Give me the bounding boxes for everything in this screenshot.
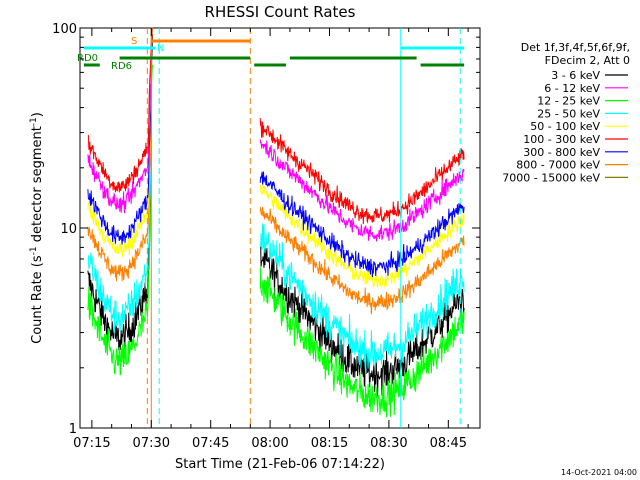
series-line-3-segment-1 — [259, 223, 465, 374]
axis-layer: 07:15 07:30 07:45 08:00 08:15 08:30 08:45 1 10 10… — [52, 22, 480, 451]
vertical-marker-layer — [146, 28, 461, 428]
y-axis-label: Count Rate (s-1 detector segment-1) — [29, 112, 45, 344]
series-line-0-segment-0 — [87, 34, 154, 356]
flag-bar-layer: S N RD0 RD6 — [77, 36, 465, 72]
legend-label-8: 7000 - 15000 keV — [502, 171, 600, 184]
legend-label-7: 800 - 7000 keV — [516, 159, 600, 172]
flag-label-s: S — [131, 36, 137, 47]
x-tick-label-5: 08:30 — [370, 436, 407, 451]
legend-label-3: 25 - 50 keV — [537, 107, 600, 120]
series-line-1-segment-1 — [259, 139, 465, 242]
legend-label-0: 3 - 6 keV — [551, 69, 600, 82]
legend-label-1: 6 - 12 keV — [544, 82, 600, 95]
x-tick-label-0: 07:15 — [73, 436, 110, 451]
series-line-2-segment-0 — [87, 64, 154, 376]
footer-timestamp: 14-Oct-2021 04:00 — [561, 468, 637, 477]
chart-title: RHESSI Count Rates — [205, 3, 356, 21]
x-tick-label-2: 07:45 — [192, 436, 229, 451]
legend-label-5: 100 - 300 keV — [523, 133, 600, 146]
flag-label-rd6: RD6 — [111, 61, 132, 72]
y-axis-label-end: ) — [30, 112, 45, 117]
y-tick-label-2: 100 — [52, 22, 77, 37]
series-line-2-segment-1 — [259, 266, 465, 418]
legend-label-2: 12 - 25 keV — [537, 95, 600, 108]
x-tick-label-6: 08:45 — [430, 436, 467, 451]
flag-label-rd0: RD0 — [77, 53, 98, 64]
y-axis-label-mid: detector segment — [30, 126, 45, 246]
series-line-4-segment-0 — [87, 27, 153, 257]
legend-header-line-1: Det 1f,3f,4f,5f,6f,9f, — [521, 41, 630, 54]
x-axis-label: Start Time (21-Feb-06 07:14:22) — [175, 457, 385, 472]
flag-label-n: N — [157, 43, 164, 54]
series-line-3-segment-0 — [87, 27, 153, 334]
y-tick-label-1: 10 — [60, 222, 77, 237]
legend-header-line-2: FDecim 2, Att 0 — [545, 54, 630, 67]
series-line-6-segment-0 — [87, 27, 153, 245]
series-line-7-segment-1 — [259, 206, 465, 315]
series-line-1-segment-0 — [87, 27, 153, 214]
y-tick-label-0: 1 — [69, 422, 77, 437]
y-axis-label-sup1: -1 — [29, 246, 39, 255]
series-line-5-segment-0 — [87, 27, 153, 193]
series-line-7-segment-0 — [87, 27, 154, 282]
series-layer — [87, 27, 465, 418]
x-tick-label-4: 08:15 — [311, 436, 348, 451]
legend: Det 1f,3f,4f,5f,6f,9f, FDecim 2, Att 0 3… — [502, 41, 630, 184]
x-tick-label-3: 08:00 — [251, 436, 288, 451]
series-line-6-segment-1 — [259, 171, 465, 278]
series-line-4-segment-1 — [259, 183, 465, 288]
y-axis-label-main: Count Rate (s — [30, 255, 45, 344]
series-line-5-segment-1 — [259, 118, 465, 225]
x-tick-label-1: 07:30 — [133, 436, 170, 451]
legend-label-6: 300 - 800 keV — [523, 146, 600, 159]
legend-label-4: 50 - 100 keV — [530, 120, 600, 133]
y-axis-label-sup2: -1 — [29, 117, 39, 126]
